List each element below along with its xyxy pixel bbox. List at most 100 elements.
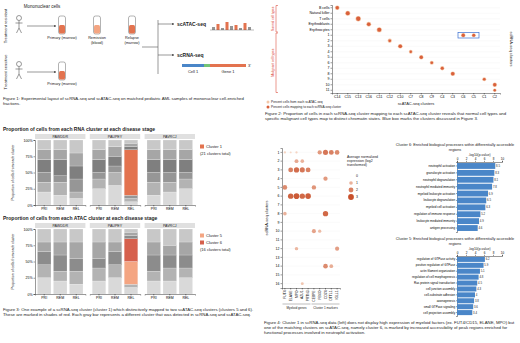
dot	[300, 159, 304, 163]
tick-label: C8	[419, 95, 424, 99]
tick-mark	[456, 306, 457, 307]
tick-label: 2	[278, 159, 280, 163]
tick: 16	[276, 282, 282, 286]
tick: 100%	[24, 139, 35, 143]
tick-mark	[456, 300, 457, 301]
data-label: 4.6	[479, 226, 483, 230]
bar-segment	[124, 143, 138, 146]
tick-label: 2	[466, 157, 468, 161]
bar-segment	[37, 265, 51, 278]
tick-label: Erythrocytes	[310, 28, 330, 32]
text-line: Remission	[88, 36, 106, 40]
group-label: Cluster 1 markers	[313, 306, 338, 310]
tick-label: Erythroblasts	[309, 22, 330, 26]
axis-line	[281, 149, 283, 289]
tick-label: REL	[182, 296, 189, 300]
dot	[388, 39, 391, 42]
tick: regulation of GTPase activity	[417, 257, 457, 261]
tick: 8	[278, 212, 282, 216]
tick-label: REL	[182, 207, 189, 211]
dot	[300, 193, 305, 198]
axis-title: scATAC-seq clusters	[398, 101, 435, 106]
dot	[288, 193, 293, 198]
tick: C8	[419, 93, 424, 99]
dot	[441, 67, 444, 70]
axis: 12345678910111213141516	[276, 149, 283, 289]
legend-symbol	[267, 106, 270, 109]
group-label: Normal cell types	[271, 6, 275, 31]
tick-label: CD74	[324, 290, 328, 299]
tick-label: REM	[111, 296, 119, 300]
row-guide	[332, 90, 500, 91]
legend-label: 0	[356, 174, 358, 178]
tick: cell junction assembly	[426, 287, 457, 291]
bar-segment	[179, 173, 193, 180]
bar-segment	[163, 229, 177, 245]
tick: 0%	[27, 293, 35, 297]
dot	[494, 89, 496, 91]
row-guide	[282, 204, 340, 205]
text-line: transformed)	[347, 163, 367, 167]
tick: REL	[182, 205, 189, 211]
dot	[318, 150, 322, 154]
figure-4-bars: Cluster 6: Enriched biological processes…	[396, 143, 514, 233]
tick: 2	[466, 251, 468, 256]
tick-mark	[456, 288, 457, 289]
data-label: 4.9	[480, 219, 484, 223]
bar-segment	[53, 182, 67, 195]
tick: 7	[278, 203, 282, 207]
bar-segment	[163, 182, 177, 192]
bar-segment	[92, 242, 106, 258]
tick: 100%	[24, 228, 35, 232]
tick: PRI	[41, 205, 47, 211]
bar-segment	[108, 173, 122, 186]
axis-title: -log10(p-value)	[468, 153, 490, 157]
tick-label: antigen processing	[430, 226, 456, 230]
dot	[346, 11, 350, 15]
tick-label: 5	[278, 185, 280, 189]
legend-label: 2	[356, 188, 358, 192]
bar-segment	[124, 262, 138, 285]
tick-mark	[331, 57, 333, 58]
tick: myeloid cell activation	[426, 205, 457, 209]
bar-segment	[37, 160, 51, 173]
tick-mark	[281, 274, 283, 275]
tick-label: 3	[278, 168, 280, 172]
tick-mark	[331, 46, 333, 47]
tick: 12	[276, 247, 282, 251]
group-bracket	[283, 304, 311, 305]
tick: 8	[493, 251, 495, 256]
bar-segment	[124, 288, 138, 295]
dot	[462, 34, 465, 37]
bar-segment	[53, 281, 67, 294]
tick-label: 6	[484, 251, 486, 255]
bar-segment	[69, 153, 83, 166]
row-guide	[332, 13, 500, 14]
group-label: Myeloid genes	[287, 306, 307, 310]
tick-label: 8	[278, 212, 280, 216]
tick-mark	[456, 193, 457, 194]
tick-label: 4	[475, 251, 477, 255]
peak-icon	[244, 23, 247, 30]
tick-label: 0	[457, 251, 459, 255]
tick-label: small GTPase signaling	[424, 305, 456, 309]
legend-label: Percent cells from each scATAC-seq	[271, 100, 323, 104]
tick-label: 10	[501, 251, 505, 255]
legend-symbol	[349, 181, 353, 185]
text-line: Cluster 6: Enriched biological processes…	[396, 143, 514, 147]
axis: PRIREMREL	[145, 205, 195, 211]
data-label: 8.3	[495, 171, 499, 175]
tick-mark	[331, 90, 333, 91]
label: Treatment resistant	[3, 8, 8, 43]
bar-segment	[69, 192, 83, 199]
bar-segment	[124, 195, 138, 198]
bar-segment	[124, 150, 138, 196]
tick-label: PRI	[96, 296, 102, 300]
tick-label: DTTL1	[329, 290, 333, 300]
bar-segment	[92, 258, 106, 268]
text-line: Relapse	[125, 36, 139, 40]
dot	[336, 6, 339, 9]
highlight-box	[458, 33, 479, 39]
data-label: 4.3	[477, 287, 481, 291]
legend-note: (21 clusters total)	[200, 151, 231, 156]
